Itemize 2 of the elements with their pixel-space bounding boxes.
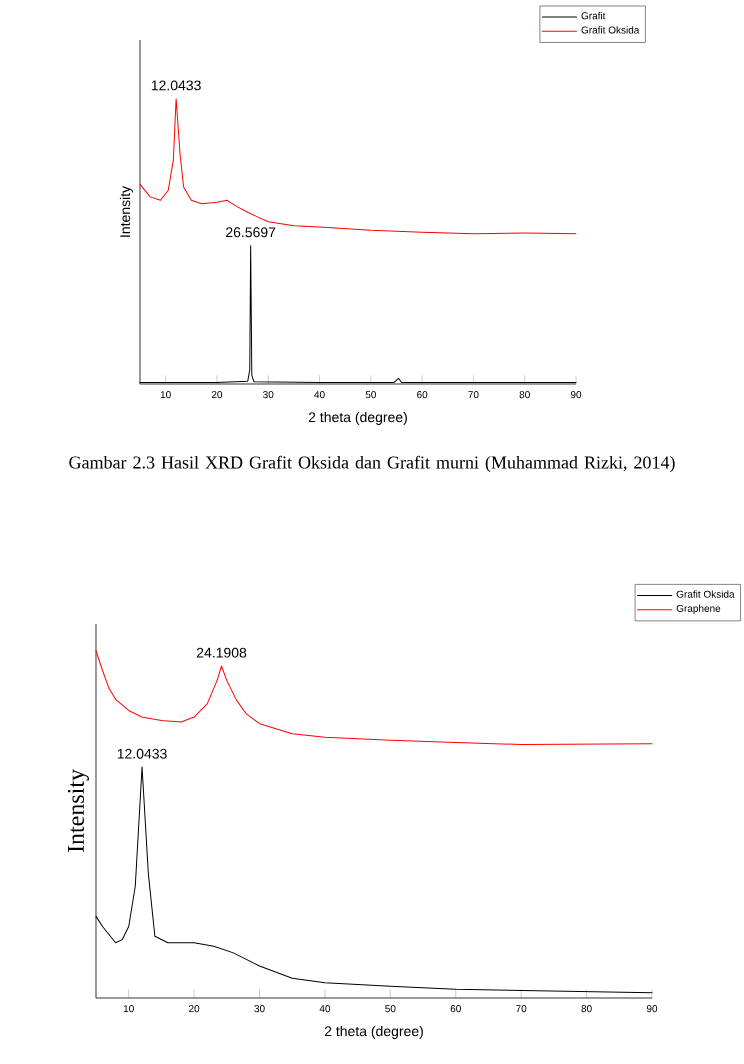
y-axis-title: Intensity	[67, 769, 89, 853]
text: Gambar 2.3 Hasil XRD Grafit Oksida dan Grafit murni (Muhammad Rizki, 2014)	[69, 455, 675, 473]
